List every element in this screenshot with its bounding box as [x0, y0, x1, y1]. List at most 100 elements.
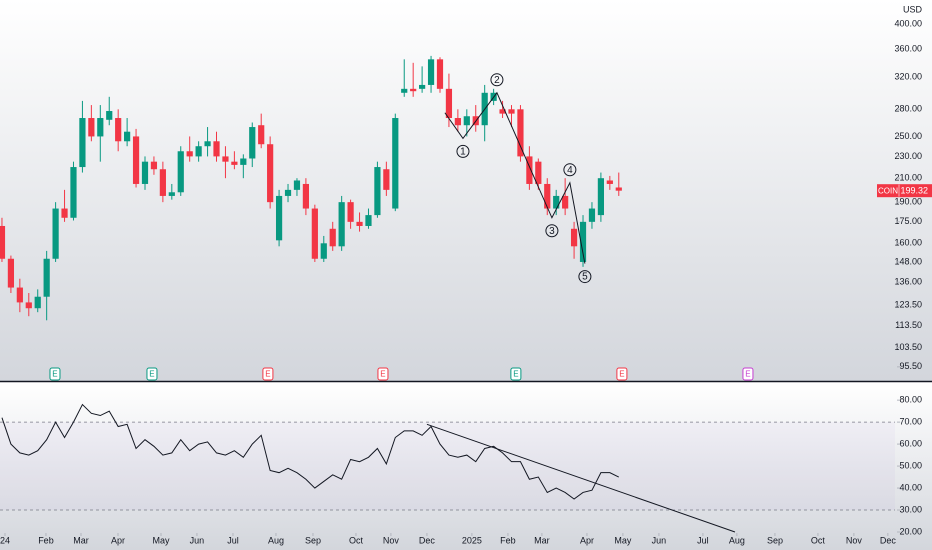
- candle-body: [436, 59, 444, 89]
- y-tick-label: 280.00: [894, 104, 922, 114]
- price-value: 199.32: [900, 186, 928, 196]
- x-tick-label: Dec: [880, 535, 897, 545]
- currency-label: USD: [903, 4, 923, 14]
- wave-marker: [490, 73, 504, 87]
- candle-body: [249, 127, 256, 159]
- event-label: E: [52, 370, 57, 379]
- x-tick-label: Nov: [846, 535, 863, 545]
- x-tick-label: Jul: [697, 535, 709, 545]
- candle-body: [79, 118, 86, 168]
- x-tick-label: May: [614, 535, 632, 545]
- x-tick-label: Sep: [767, 535, 783, 545]
- candle-body: [445, 88, 453, 119]
- candle-body: [311, 208, 318, 259]
- candle-body: [222, 156, 229, 162]
- x-tick-label: Jun: [652, 535, 667, 545]
- candle-body: [25, 302, 32, 309]
- x-tick-label: Sep: [305, 535, 321, 545]
- earnings-event: E: [510, 367, 522, 381]
- candle-body: [88, 118, 95, 137]
- candle-body: [383, 169, 390, 190]
- event-label: E: [619, 370, 624, 379]
- candle-body: [535, 161, 542, 184]
- candle-body: [553, 195, 560, 209]
- candle-body: [52, 208, 59, 259]
- event-badge: [146, 367, 158, 381]
- event-badge: [262, 367, 274, 381]
- candle-body: [454, 118, 461, 126]
- candle-body: [499, 109, 506, 114]
- event-label: E: [513, 370, 518, 379]
- event-label: E: [380, 370, 385, 379]
- x-tick-label: Jul: [227, 535, 239, 545]
- x-tick-label: 2025: [462, 535, 482, 545]
- candle-body: [374, 167, 381, 216]
- candle-body: [544, 183, 551, 209]
- candle-body: [213, 141, 220, 157]
- candle-body: [70, 167, 77, 218]
- x-tick-label: Oct: [349, 535, 364, 545]
- candle-body: [124, 131, 131, 142]
- x-tick-label: Mar: [534, 535, 550, 545]
- candle-body: [570, 228, 578, 247]
- candle-body: [419, 84, 426, 89]
- candle-body: [517, 109, 524, 157]
- candle-body: [150, 161, 158, 170]
- trendline: [426, 423, 736, 533]
- candle-body: [338, 202, 345, 247]
- candle-body: [275, 195, 283, 241]
- x-tick-label: Aug: [729, 535, 745, 545]
- y-tick-label: 360.00: [894, 44, 922, 54]
- candle-body: [588, 208, 596, 222]
- candle-body: [141, 161, 149, 184]
- y-tick-label: 70.00: [899, 416, 922, 426]
- earnings-event: E: [146, 367, 158, 381]
- earnings-event: E: [262, 367, 274, 381]
- y-tick-label: 160.00: [894, 238, 922, 248]
- candle-body: [34, 296, 41, 309]
- x-tick-label: 24: [0, 535, 10, 545]
- y-tick-label: 60.00: [899, 438, 922, 448]
- wave-label: 4: [567, 165, 573, 176]
- x-tick-label: Aug: [268, 535, 284, 545]
- earnings-event: E: [616, 367, 628, 381]
- wave-marker: [578, 270, 592, 284]
- candle-body: [606, 180, 613, 184]
- wave-label: 3: [549, 226, 555, 237]
- y-tick-label: 175.00: [894, 216, 922, 226]
- candle-body: [410, 88, 417, 92]
- y-tick-label: 40.00: [899, 482, 922, 492]
- y-tick-label: 400.00: [894, 18, 922, 28]
- candle-body: [7, 258, 15, 288]
- candle-body: [392, 118, 399, 209]
- x-tick-label: Feb: [38, 535, 54, 545]
- candle-body: [61, 208, 68, 218]
- wave-label: 5: [582, 272, 588, 283]
- wave-marker: [456, 144, 470, 158]
- y-tick-label: 20.00: [899, 526, 922, 536]
- y-tick-label: 210.00: [894, 173, 922, 183]
- candle-body: [132, 136, 140, 184]
- x-tick-label: May: [152, 535, 170, 545]
- candle-body: [579, 221, 587, 262]
- y-tick-label: 123.50: [894, 300, 922, 310]
- x-tick-label: Feb: [500, 535, 516, 545]
- event-label: E: [149, 370, 154, 379]
- wave-marker: [545, 224, 559, 238]
- candle-body: [115, 118, 122, 142]
- y-tick-label: 95.50: [899, 361, 922, 371]
- candle-body: [240, 158, 247, 165]
- y-tick-label: 320.00: [894, 72, 922, 82]
- candle-body: [16, 287, 23, 303]
- y-tick-label: 230.00: [894, 151, 922, 161]
- candle-body: [463, 116, 470, 126]
- x-tick-label: Apr: [580, 535, 594, 545]
- candle-body: [427, 59, 435, 85]
- candle-body: [195, 146, 202, 157]
- x-tick-label: Oct: [811, 535, 826, 545]
- candle-body: [401, 88, 408, 93]
- y-tick-label: 80.00: [899, 395, 922, 405]
- candle-body: [526, 156, 533, 184]
